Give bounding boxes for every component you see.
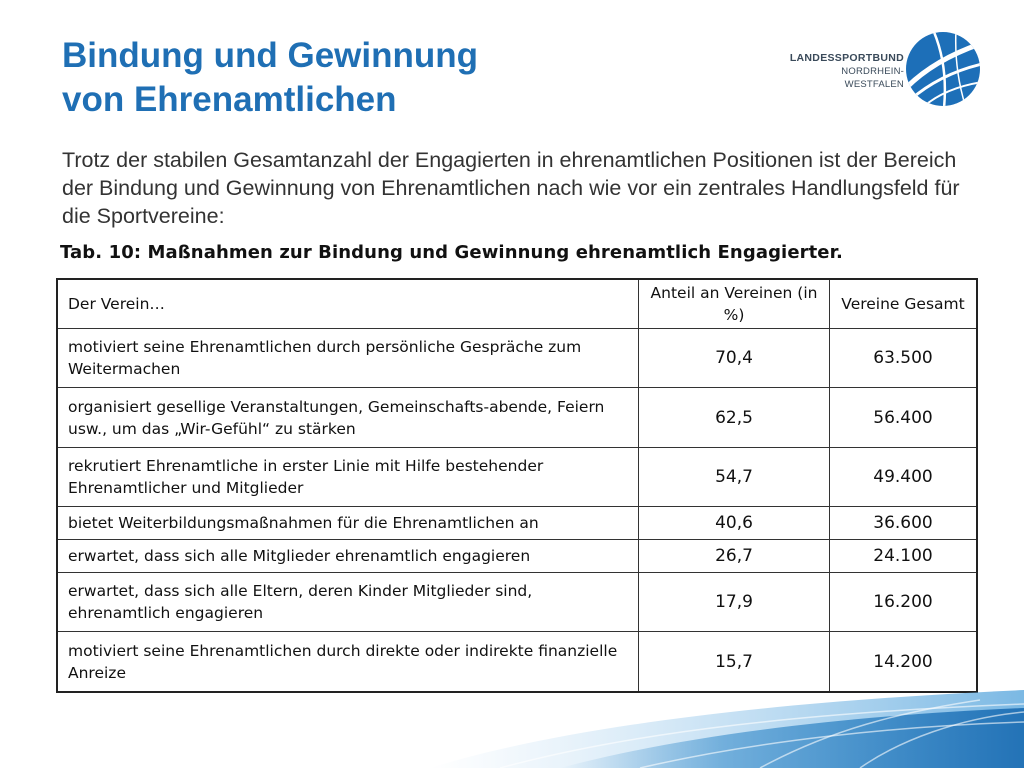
slide-title: Bindung und Gewinnung von Ehrenamtlichen — [62, 34, 478, 122]
share-percent: 62,5 — [638, 387, 830, 448]
intro-text: Trotz der stabilen Gesamtanzahl der Enga… — [62, 148, 960, 228]
header-verein: Der Verein… — [56, 278, 639, 329]
measure-label: motiviert seine Ehrenamtlichen durch dir… — [56, 631, 639, 693]
share-percent: 54,7 — [638, 446, 830, 508]
slide-title-line-2: von Ehrenamtlichen — [62, 80, 397, 119]
share-percent: 17,9 — [638, 571, 830, 633]
measure-label: erwartet, dass sich alle Eltern, deren K… — [56, 571, 639, 633]
share-percent: 70,4 — [638, 327, 830, 389]
club-count: 24.100 — [829, 539, 978, 573]
header-anteil: Anteil an Vereinen (in %) — [638, 278, 830, 329]
measure-label: rekrutiert Ehrenamtliche in erster Linie… — [56, 446, 639, 508]
measures-table: Der Verein… Anteil an Vereinen (in %) Ve… — [56, 278, 978, 693]
table-row: organisiert gesellige Veranstaltungen, G… — [56, 387, 978, 448]
share-percent: 26,7 — [638, 539, 830, 573]
table-row: erwartet, dass sich alle Eltern, deren K… — [56, 571, 978, 633]
logo-text-line-1: LANDESSPORTBUND — [789, 52, 904, 64]
table-row: bietet Weiterbildungsmaßnahmen für die E… — [56, 506, 978, 541]
share-percent: 40,6 — [638, 506, 830, 541]
slide-title-line-1: Bindung und Gewinnung — [62, 36, 479, 75]
table-row: motiviert seine Ehrenamtlichen durch per… — [56, 327, 978, 389]
measure-label: erwartet, dass sich alle Mitglieder ehre… — [56, 539, 639, 573]
club-count: 14.200 — [829, 631, 978, 693]
measure-label: bietet Weiterbildungsmaßnahmen für die E… — [56, 506, 639, 541]
club-count: 16.200 — [829, 571, 978, 633]
header-vereine-gesamt: Vereine Gesamt — [829, 278, 978, 329]
table-row: rekrutiert Ehrenamtliche in erster Linie… — [56, 446, 978, 508]
measure-label: organisiert gesellige Veranstaltungen, G… — [56, 387, 639, 448]
share-percent: 15,7 — [638, 631, 830, 693]
table-header-row: Der Verein… Anteil an Vereinen (in %) Ve… — [56, 278, 978, 329]
table-row: erwartet, dass sich alle Mitglieder ehre… — [56, 539, 978, 573]
lsb-nrw-logo-icon — [906, 32, 980, 106]
table-row: motiviert seine Ehrenamtlichen durch dir… — [56, 631, 978, 693]
measure-label: motiviert seine Ehrenamtlichen durch per… — [56, 327, 639, 389]
club-count: 49.400 — [829, 446, 978, 508]
club-count: 63.500 — [829, 327, 978, 389]
logo-wordmark: LANDESSPORTBUND NORDRHEIN-WESTFALEN — [784, 51, 904, 91]
club-count: 36.600 — [829, 506, 978, 541]
club-count: 56.400 — [829, 387, 978, 448]
table-caption: Tab. 10: Maßnahmen zur Bindung und Gewin… — [60, 242, 843, 263]
logo-text-line-2: NORDRHEIN-WESTFALEN — [841, 66, 904, 90]
lsb-nrw-logo: LANDESSPORTBUND NORDRHEIN-WESTFALEN — [784, 30, 984, 110]
